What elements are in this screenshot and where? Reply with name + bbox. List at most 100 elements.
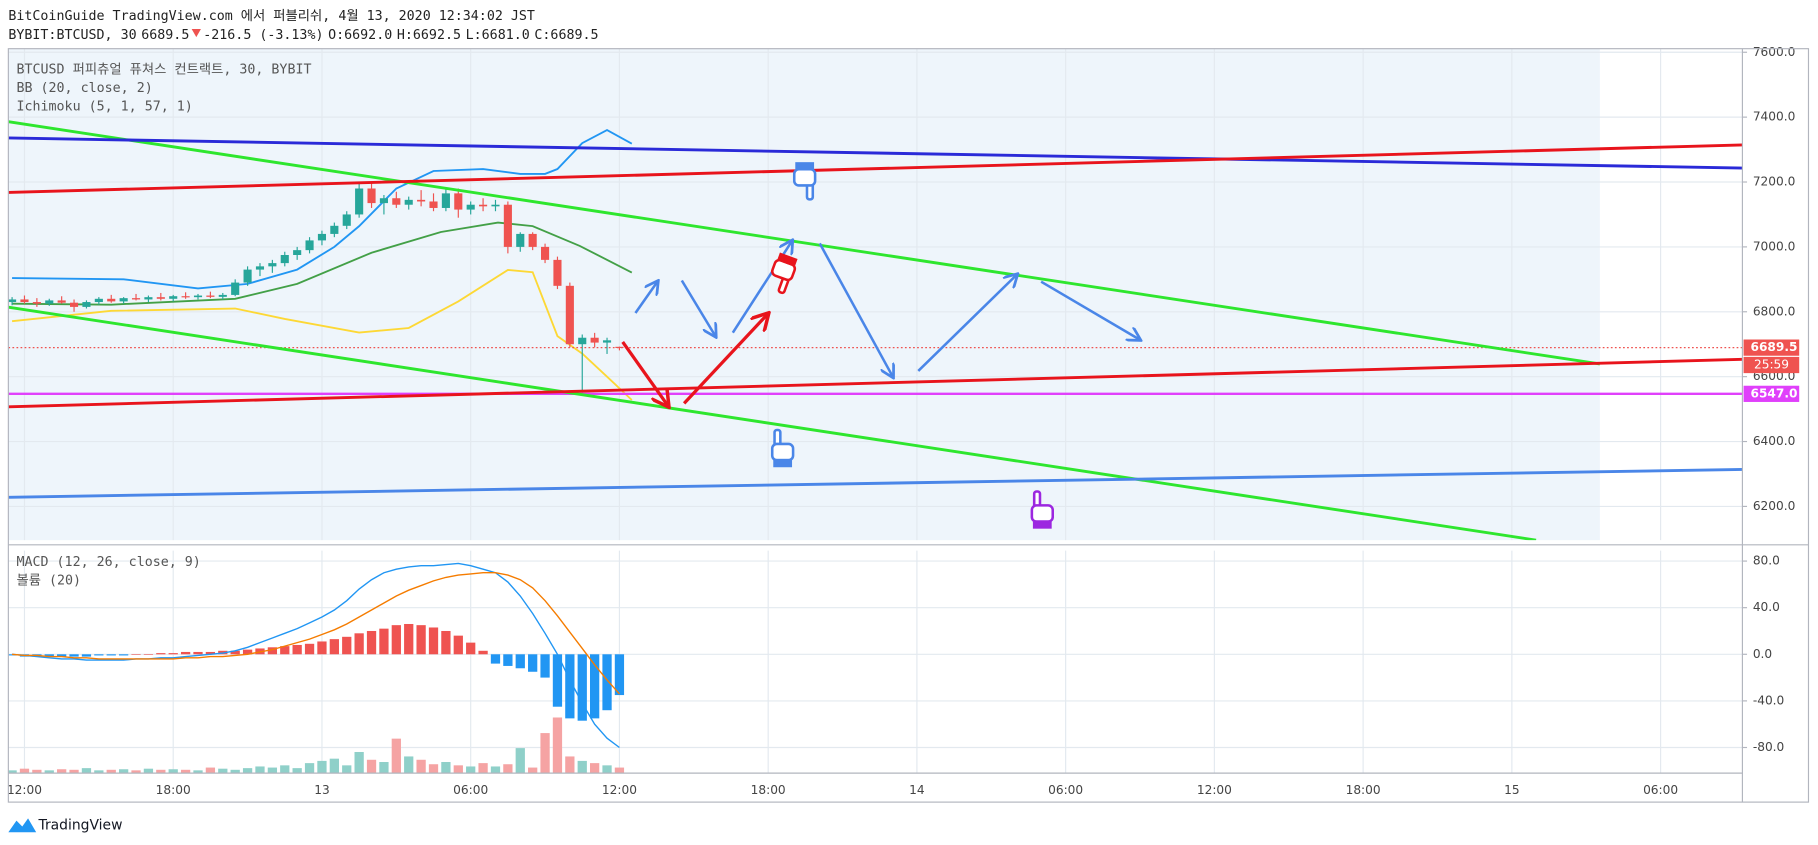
histogram-bar <box>94 654 104 656</box>
ohlc-key: L: <box>466 28 482 43</box>
volume-bar <box>528 767 538 774</box>
trend-line <box>8 467 1743 499</box>
histogram-bar <box>57 654 67 657</box>
overlay: 12:00 18:00 13 06:00 12:00 18:00 14 06:00 12:00 1… <box>7 45 1800 797</box>
volume-bar <box>143 768 154 774</box>
volume-bar <box>379 762 389 774</box>
candle-body <box>268 263 277 267</box>
candle-body <box>565 285 574 345</box>
volume-bar <box>614 767 625 774</box>
histogram-bar <box>81 654 92 657</box>
candle-body <box>317 233 327 241</box>
grid <box>8 48 1743 774</box>
candle-body <box>8 299 17 303</box>
price-label-box <box>1743 339 1800 356</box>
candles <box>8 129 1743 401</box>
histogram-bar <box>428 627 439 655</box>
frame <box>7 48 1810 803</box>
hand-icon <box>792 162 817 201</box>
volume-bar <box>118 769 129 774</box>
volume-bar <box>428 764 439 774</box>
histogram-bar <box>156 653 166 655</box>
volume-bar <box>466 766 476 774</box>
histogram-bar <box>577 654 587 721</box>
histogram-bar <box>317 641 327 655</box>
volume-bar <box>32 769 42 774</box>
arrow <box>680 279 716 337</box>
volume-bar <box>280 765 290 774</box>
x-tick-label: 06:00 <box>1643 783 1678 797</box>
volume-bar <box>503 764 513 774</box>
candle-body <box>243 269 252 283</box>
histogram-bar <box>354 633 364 655</box>
histogram-bar <box>540 654 550 678</box>
volume-bar <box>366 759 377 774</box>
candle-body <box>156 297 165 299</box>
histogram-bar <box>379 628 389 655</box>
volume-bar <box>565 756 575 774</box>
hand-icon <box>1030 490 1055 529</box>
volume-bar <box>193 770 203 774</box>
volume-bar <box>292 768 302 774</box>
histogram-bar <box>131 654 141 655</box>
y-tick-label: 80.0 <box>1753 554 1780 568</box>
arrow <box>818 242 893 376</box>
header-title: BitCoinGuide TradingView.com 에서 퍼블리쉬, 4월… <box>8 8 535 24</box>
legend: BB (20, close, 2) <box>16 81 152 96</box>
candle-body <box>45 300 54 304</box>
volume-bar <box>44 770 54 774</box>
histogram-bar <box>267 647 278 655</box>
cloud-background <box>8 48 1600 541</box>
candle-body <box>379 198 388 204</box>
candle-body <box>293 250 302 256</box>
price-label: 6547.0 <box>1751 386 1798 400</box>
candle-body <box>516 233 525 247</box>
down-triangle <box>191 28 201 38</box>
histogram-bar <box>602 654 612 711</box>
volume-bar <box>540 733 550 774</box>
arrow <box>621 341 668 406</box>
trend-line <box>8 120 1601 366</box>
histogram-bar <box>552 654 563 707</box>
x-tick-label: 12:00 <box>1197 783 1232 797</box>
histogram-bar <box>565 654 575 719</box>
price-label: 6689.5 <box>1751 340 1798 354</box>
countdown: 25:59 <box>1754 358 1789 372</box>
candle-body <box>479 204 488 207</box>
legend: BTCUSD 퍼피츄얼 퓨쳐스 컨트랙트, 30, BYBIT <box>16 62 311 78</box>
candle-body <box>417 199 426 202</box>
candle-body <box>32 302 41 304</box>
trend-line <box>8 143 1743 194</box>
ohlc-value: 6681.0 <box>482 28 530 43</box>
forecast-arrows <box>621 314 768 406</box>
candle-body <box>131 298 141 300</box>
x-tick-label: 18:00 <box>751 783 786 797</box>
histogram-bar <box>404 623 414 655</box>
countdown-box <box>1743 356 1800 374</box>
signal-line <box>12 572 620 695</box>
y-tick-label: -80.0 <box>1753 740 1784 754</box>
x-tick-label: 18:00 <box>1346 783 1381 797</box>
y-tick-label: 0.0 <box>1753 647 1772 661</box>
volume-bar <box>342 765 352 774</box>
candle-body <box>615 346 624 348</box>
volume-bar <box>354 751 364 774</box>
volume-bar <box>329 758 339 774</box>
candle-body <box>94 298 103 303</box>
volume-bar <box>81 768 92 774</box>
candle-body <box>169 296 178 299</box>
brand-logo <box>8 818 37 833</box>
volume-bar <box>131 770 141 774</box>
legend: Ichimoku (5, 1, 57, 1) <box>16 100 192 115</box>
indicator-line <box>12 129 633 290</box>
candle-body <box>280 255 289 264</box>
histogram-bar <box>441 630 451 655</box>
ohlc-key: O: <box>328 28 344 43</box>
x-tick-label: 12:00 <box>7 783 42 797</box>
volume-bar <box>168 769 178 774</box>
volume-bar <box>156 769 166 774</box>
candle-body <box>503 204 512 247</box>
candle-body <box>57 300 66 303</box>
candle-body <box>355 188 364 215</box>
